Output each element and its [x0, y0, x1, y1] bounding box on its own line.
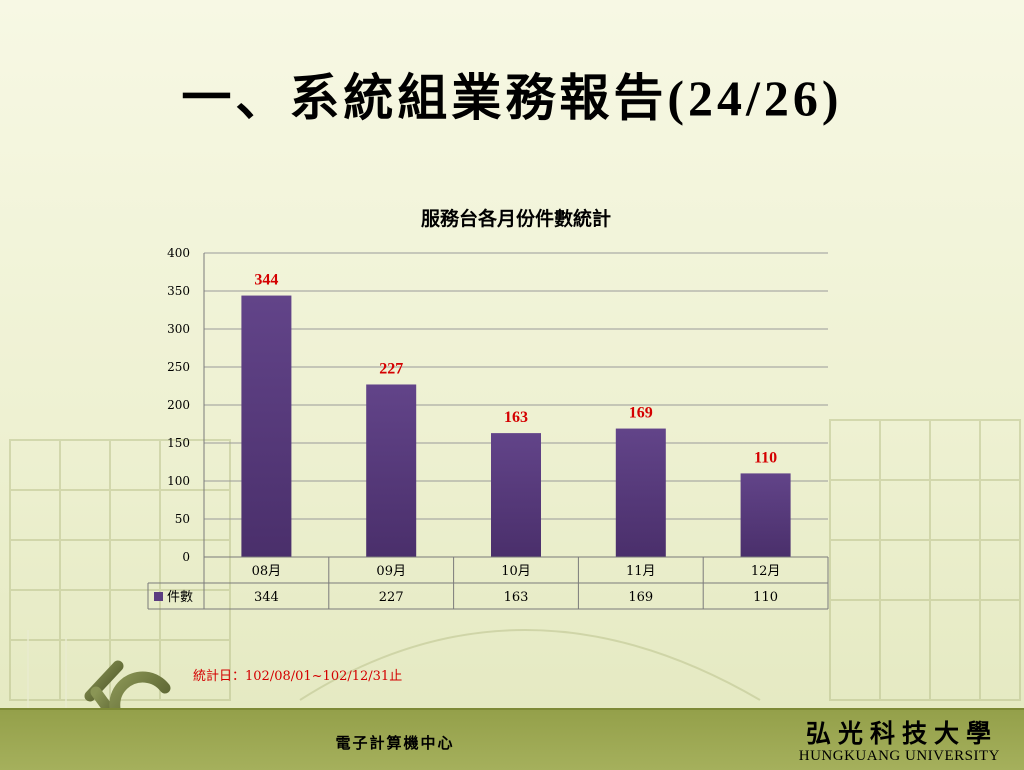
data-label: 227 — [379, 360, 403, 377]
y-tick-label: 100 — [167, 474, 190, 488]
bar-10月 — [491, 433, 541, 557]
x-tick-label: 12月 — [751, 564, 781, 579]
data-label: 163 — [504, 409, 528, 426]
background-buildings — [9, 419, 1021, 701]
table-value: 163 — [504, 590, 529, 605]
y-tick-label: 350 — [167, 284, 190, 298]
legend-label: 件數 — [167, 590, 193, 605]
y-tick-label: 400 — [167, 246, 190, 260]
table-value: 110 — [753, 590, 778, 605]
x-tick-label: 11月 — [626, 564, 656, 579]
data-label: 169 — [629, 405, 653, 422]
table-value: 169 — [628, 590, 653, 605]
university-name-en: HUNGKUANG UNIVERSITY — [798, 748, 1000, 764]
footnote: 統計日：102/08/01~102/12/31止 — [193, 669, 403, 684]
x-tick-label: 10月 — [501, 564, 531, 579]
legend-swatch — [154, 592, 163, 601]
data-label: 344 — [254, 272, 278, 289]
university-name-cn: 弘光科技大學 — [805, 719, 998, 748]
bar-09月 — [366, 384, 417, 557]
x-tick-label: 09月 — [376, 564, 406, 579]
bar-11月 — [615, 428, 666, 557]
bar-08月 — [241, 295, 292, 557]
footer-center-text: 電子計算機中心 — [335, 734, 455, 752]
x-tick-label: 08月 — [252, 564, 282, 579]
slide-title: 一、系統組業務報告(24/26) — [181, 70, 843, 126]
y-tick-label: 200 — [167, 398, 190, 412]
bar-12月 — [740, 473, 791, 557]
y-tick-label: 150 — [167, 436, 190, 450]
table-value: 344 — [254, 590, 279, 605]
data-label: 110 — [754, 449, 777, 466]
y-tick-label: 250 — [167, 360, 190, 374]
footer-band: 電子計算機中心 弘光科技大學 HUNGKUANG UNIVERSITY — [0, 708, 1024, 770]
y-tick-label: 50 — [175, 512, 190, 526]
y-tick-label: 300 — [167, 322, 190, 336]
table-value: 227 — [379, 590, 404, 605]
chart-title: 服務台各月份件數統計 — [420, 208, 611, 230]
y-tick-label: 0 — [182, 550, 190, 564]
